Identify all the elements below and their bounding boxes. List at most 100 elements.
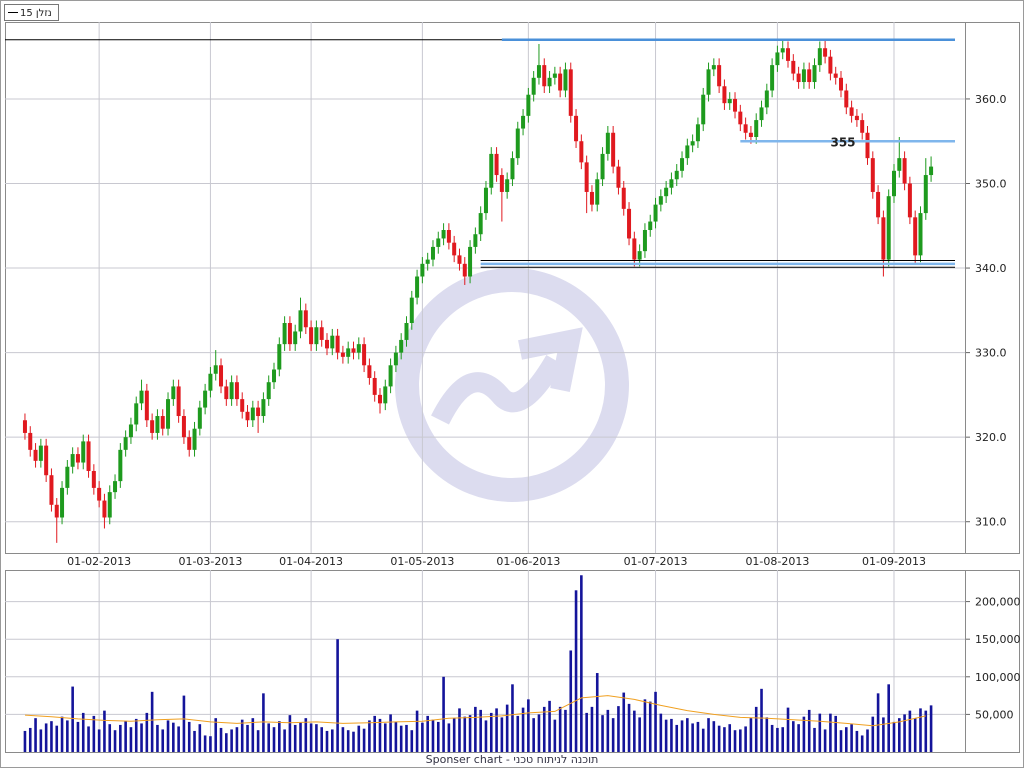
volume-bar — [325, 730, 329, 752]
candle-body — [839, 77, 844, 91]
volume-bar — [754, 706, 758, 752]
volume-bar — [304, 718, 308, 752]
candle-body — [468, 246, 473, 277]
volume-bar — [580, 575, 583, 752]
volume-bar — [368, 720, 371, 752]
candle-body — [473, 234, 478, 247]
candle-body — [515, 128, 520, 159]
volume-bar — [818, 713, 822, 752]
volume-bar — [845, 727, 848, 752]
candle-body — [171, 386, 176, 400]
volume-bar — [474, 706, 477, 752]
candle-body — [786, 48, 791, 61]
volume-bar — [712, 721, 716, 752]
volume-bar — [81, 712, 85, 752]
volume-bar — [511, 684, 514, 752]
y-tick-label: 350.0 — [975, 177, 1007, 190]
candle-body — [33, 449, 38, 461]
candle-body — [452, 242, 457, 256]
candle-body — [521, 115, 526, 129]
volume-bar — [749, 718, 753, 752]
volume-bar — [691, 723, 694, 752]
candle-body — [748, 132, 753, 137]
volume-bar — [675, 724, 679, 752]
volume-bar — [452, 718, 456, 752]
volume-bar — [532, 718, 535, 752]
volume-bar — [834, 715, 838, 752]
volume-bar — [654, 691, 657, 752]
volume-bar — [728, 724, 732, 752]
candle-body — [563, 69, 568, 91]
candle-body — [854, 115, 859, 121]
volume-bar — [505, 704, 509, 752]
candle-body — [346, 348, 351, 357]
candle-body — [462, 263, 467, 277]
candle-body — [282, 323, 287, 345]
candle-body — [150, 420, 155, 433]
volume-bar — [225, 733, 228, 752]
candle-body — [558, 73, 563, 91]
candle-body — [113, 481, 118, 493]
watermark — [395, 268, 629, 502]
candle-body — [711, 65, 716, 70]
volume-bar — [330, 729, 334, 752]
volume-bar — [219, 727, 223, 752]
volume-bar — [410, 730, 414, 752]
volume-bar — [278, 721, 281, 752]
volume-bar — [860, 735, 864, 752]
candle-body — [918, 213, 923, 256]
candle-body — [764, 90, 769, 108]
candle-body — [881, 217, 886, 260]
candle-body — [547, 77, 552, 87]
volume-bar — [214, 718, 218, 752]
candle-body — [605, 132, 610, 154]
volume-bar — [458, 708, 461, 752]
candle-body — [706, 69, 711, 95]
candle-body — [902, 158, 907, 184]
candle-body — [457, 255, 462, 264]
x-tick-label: 01-04-2013 — [279, 555, 343, 568]
candle-body — [574, 115, 579, 142]
x-tick-label: 01-07-2013 — [624, 555, 688, 568]
x-tick-label: 01-06-2013 — [496, 555, 560, 568]
volume-bar — [283, 729, 286, 752]
candle-body — [272, 369, 277, 383]
x-tick-label: 01-08-2013 — [745, 555, 809, 568]
volume-bar — [166, 720, 170, 752]
volume-bar — [765, 717, 769, 752]
x-tick-label: 01-03-2013 — [178, 555, 242, 568]
candle-body — [430, 246, 435, 260]
candle-body — [377, 394, 382, 404]
candle-body — [589, 191, 594, 205]
volume-bar — [760, 688, 763, 752]
candle-body — [600, 153, 605, 180]
candle-body — [176, 386, 181, 417]
candle-body — [325, 339, 329, 349]
volume-bar — [611, 718, 615, 752]
candle-body — [22, 420, 27, 433]
candle-body — [754, 120, 759, 137]
candle-body — [849, 107, 854, 116]
candle-body — [791, 60, 796, 74]
volume-bar — [23, 730, 27, 752]
candle-body — [886, 196, 891, 260]
volume-bar — [908, 710, 912, 752]
volume-bar — [66, 720, 69, 752]
candle-body — [807, 69, 812, 83]
volume-bar — [707, 718, 710, 752]
volume-bar — [383, 723, 387, 752]
candle-body — [314, 327, 319, 345]
volume-bar — [436, 721, 440, 752]
volume-bar — [182, 695, 186, 752]
candle-body — [844, 90, 849, 108]
candle-body — [441, 230, 446, 239]
volume-bar — [415, 710, 419, 752]
volume-bar — [209, 736, 212, 752]
volume-bar — [150, 691, 154, 752]
volume-bar — [638, 717, 641, 752]
volume-bar — [341, 727, 345, 752]
volume-bar — [336, 639, 339, 752]
volume-bar — [913, 718, 917, 752]
candle-body — [483, 187, 488, 214]
